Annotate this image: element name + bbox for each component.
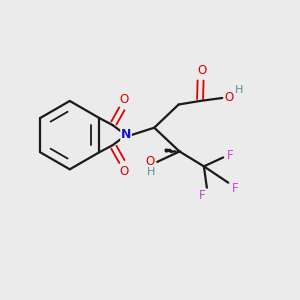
Text: F: F — [232, 182, 238, 194]
Text: H: H — [146, 167, 155, 177]
Text: F: F — [226, 149, 233, 162]
Text: O: O — [145, 155, 154, 168]
Text: O: O — [197, 64, 206, 77]
Text: O: O — [119, 93, 129, 106]
Text: H: H — [235, 85, 243, 95]
Text: O: O — [119, 164, 129, 178]
Text: N: N — [121, 128, 131, 141]
Text: O: O — [224, 91, 233, 104]
Text: F: F — [199, 189, 206, 202]
